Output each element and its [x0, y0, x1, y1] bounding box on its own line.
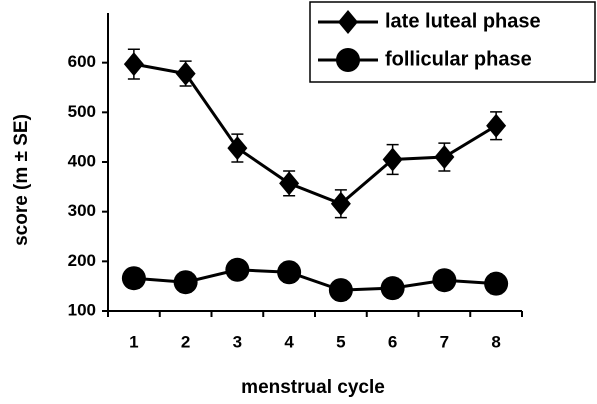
y-tick-label: 300	[68, 201, 96, 220]
data-point	[175, 61, 196, 86]
data-point	[380, 276, 405, 301]
x-tick-label: 8	[491, 332, 500, 351]
x-tick-label: 3	[233, 332, 242, 351]
data-point	[279, 171, 300, 196]
series-line	[133, 62, 497, 206]
x-tick-label: 4	[284, 332, 294, 351]
x-tick-label: 2	[181, 332, 190, 351]
legend-label: follicular phase	[385, 48, 532, 70]
x-tick-label: 5	[336, 332, 345, 351]
data-point	[434, 145, 455, 170]
data-point	[173, 270, 198, 295]
legend-marker	[336, 48, 360, 72]
x-axis-title: menstrual cycle	[241, 377, 385, 398]
y-axis-title: score (m ± SE)	[11, 114, 32, 246]
data-point	[277, 260, 302, 285]
data-point	[123, 52, 144, 77]
data-point	[432, 268, 457, 293]
y-tick-label: 400	[68, 151, 96, 170]
data-point	[121, 266, 146, 291]
y-tick-label: 600	[68, 52, 96, 71]
data-point	[227, 136, 248, 161]
x-tick-label: 7	[440, 332, 449, 351]
legend-label: late luteal phase	[385, 10, 541, 32]
data-point	[484, 271, 509, 296]
legend-marker	[338, 10, 358, 34]
data-point	[225, 257, 250, 282]
y-tick-label: 200	[68, 251, 96, 270]
data-point	[328, 278, 353, 303]
data-point	[382, 147, 403, 172]
data-point	[330, 191, 351, 216]
x-tick-label: 1	[129, 332, 138, 351]
y-tick-label: 500	[68, 102, 96, 121]
legend-box	[309, 1, 596, 83]
data-point	[486, 113, 507, 138]
y-tick-label: 100	[68, 300, 96, 319]
x-tick-label: 6	[388, 332, 397, 351]
